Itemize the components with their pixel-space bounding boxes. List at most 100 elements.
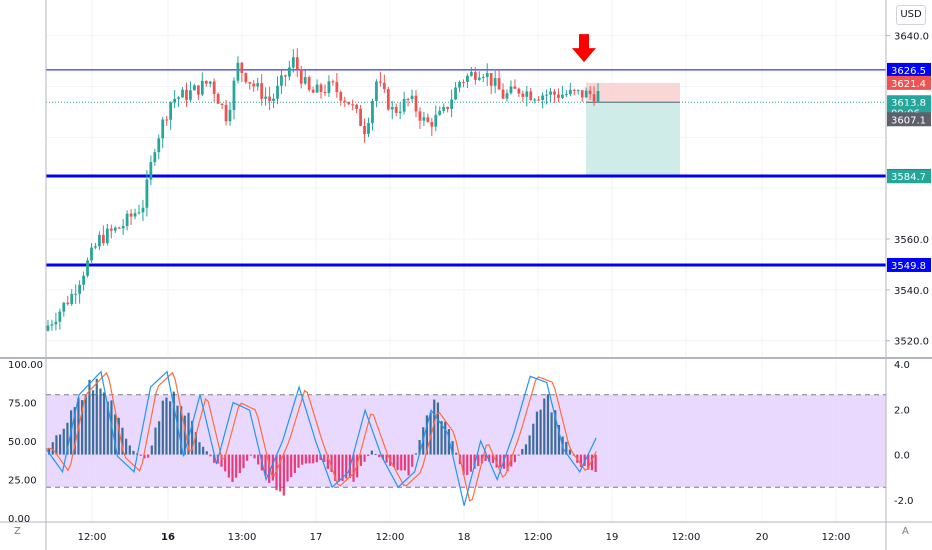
histogram-bar [62, 428, 65, 455]
histogram-bar [66, 422, 69, 455]
candle-body [224, 104, 228, 122]
candle-body [509, 86, 513, 94]
candle-body [525, 91, 529, 97]
candle-body [101, 234, 105, 244]
candle-body [327, 81, 331, 93]
histogram-bar [143, 454, 146, 459]
auto-scale-toggle[interactable]: A [902, 526, 909, 537]
price-grid [46, 0, 886, 356]
position-zones[interactable] [586, 82, 680, 177]
candles [46, 48, 600, 332]
histogram-bar [488, 454, 491, 462]
candle-body [335, 82, 339, 93]
histogram-bar [345, 454, 348, 479]
histogram-bar [407, 454, 410, 476]
histogram-bar [297, 454, 300, 468]
histogram-bar [440, 421, 443, 455]
histogram-bar [323, 454, 326, 462]
stochastic-band [46, 394, 886, 488]
price-tick-label: 3520.0 [894, 337, 929, 348]
candle-body [410, 95, 414, 100]
histogram-bar [92, 390, 95, 455]
candle-body [284, 75, 287, 77]
price-tick-label: 3540.0 [894, 286, 929, 297]
histogram-bar [436, 402, 440, 455]
histogram-bar [381, 454, 384, 460]
candle-body [497, 78, 501, 90]
price-label-text: 3613.8 [891, 98, 926, 109]
histogram-bar [462, 454, 465, 475]
candle-body [537, 99, 541, 101]
histogram-bar [543, 398, 546, 455]
candle-body [193, 85, 196, 91]
candle-body [477, 77, 481, 80]
histogram-bar [117, 417, 120, 455]
histogram-bar [594, 454, 597, 473]
stoch-tick-label: 0.00 [8, 514, 30, 525]
histogram-bar [447, 429, 451, 455]
candle-body [70, 294, 74, 305]
currency-button[interactable]: USD [896, 5, 926, 25]
candle-body [430, 121, 434, 127]
histogram-bar [521, 449, 524, 455]
candle-body [564, 94, 568, 96]
candle-body [319, 84, 323, 92]
histogram-bar [444, 421, 447, 455]
zoom-toggle[interactable]: Z [14, 526, 21, 537]
hist-tick-label: 0.0 [894, 451, 910, 462]
horizontal-levels[interactable] [46, 69, 886, 267]
candle-body [276, 85, 279, 99]
candle-body [367, 123, 370, 135]
histogram-bar [158, 421, 161, 455]
histogram-bar [202, 446, 205, 455]
histogram-bar [209, 454, 212, 457]
candle-body [402, 98, 406, 112]
candle-body [343, 100, 347, 102]
candle-body [561, 94, 564, 98]
histogram-bar [315, 454, 318, 463]
histogram-bar [539, 409, 542, 455]
candle-body [466, 75, 469, 83]
histogram-bar [451, 441, 454, 455]
histogram-bar [308, 454, 311, 464]
histogram-bar [425, 415, 429, 455]
candle-body [78, 284, 82, 294]
histogram-bar [224, 454, 227, 472]
histogram-bar [352, 454, 355, 482]
histogram-bar [477, 454, 480, 466]
price-label-text: 3621.4 [891, 79, 926, 90]
candle-body [303, 77, 307, 84]
histogram-bar [161, 400, 164, 455]
candle-body [113, 227, 117, 231]
histogram-bar [227, 454, 230, 478]
candle-body [347, 101, 351, 105]
price-pane[interactable] [46, 0, 886, 356]
candle-body [426, 117, 430, 122]
candle-body [489, 73, 493, 86]
histogram-bar [73, 407, 76, 455]
histogram-bar [268, 454, 271, 483]
histogram-bar [330, 454, 333, 472]
histogram-bar [205, 451, 208, 455]
candle-body [307, 77, 311, 90]
candle-body [236, 62, 240, 81]
histogram-bar [249, 454, 252, 456]
histogram-bar [286, 454, 289, 482]
histogram-bar [88, 379, 91, 455]
candle-body [363, 125, 366, 135]
candle-body [232, 80, 236, 110]
histogram-bar [414, 453, 418, 455]
stochastic-pane[interactable] [45, 360, 886, 522]
histogram-bar [524, 444, 528, 455]
histogram-bar [176, 405, 179, 455]
candle-body [220, 103, 224, 105]
candle-body [169, 102, 173, 120]
candle-body [462, 81, 465, 83]
histogram-bar [238, 454, 241, 474]
candle-body [596, 91, 600, 102]
candle-body [442, 106, 446, 111]
candle-body [208, 81, 212, 84]
histogram-bar [334, 454, 337, 481]
